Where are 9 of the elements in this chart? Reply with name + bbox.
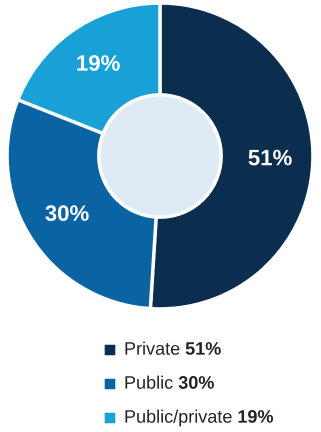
legend-label: Public/private <box>125 410 232 426</box>
text: 19% <box>238 410 274 423</box>
data-label: 51% <box>248 150 292 166</box>
data-label: 19% <box>77 55 120 71</box>
text: 51% <box>186 342 221 355</box>
text: 30% <box>178 376 214 389</box>
data-label: 30% <box>45 205 89 221</box>
legend-label: Public <box>125 376 173 389</box>
legend-label: Private <box>125 342 180 355</box>
